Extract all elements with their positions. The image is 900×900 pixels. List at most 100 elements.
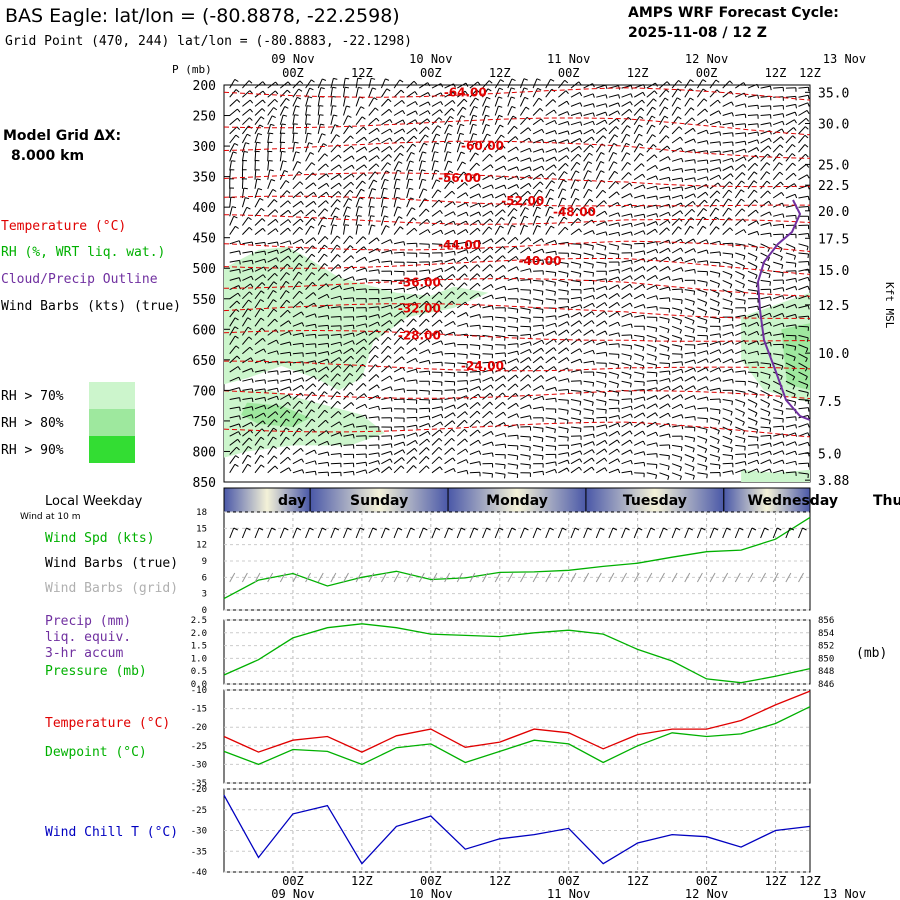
- wind-barb-flag: [246, 206, 251, 210]
- wind-barb-flag: [580, 369, 583, 374]
- wind-barb-flag: [412, 217, 417, 221]
- model-grid-value: 8.000 km: [11, 148, 84, 164]
- wind-barb: [305, 400, 313, 410]
- wind-barb: [709, 150, 721, 153]
- wind-barb: [507, 402, 517, 410]
- wind-barb-flag: [755, 154, 759, 159]
- wind-barb-flag: [693, 291, 696, 296]
- wind-barb-flag: [396, 178, 401, 181]
- wind-barb: [785, 270, 796, 272]
- wind-barb-flag: [668, 195, 671, 201]
- wind-barb: [431, 351, 442, 355]
- wind-barb-flag: [693, 376, 696, 381]
- wind-barb: [305, 105, 308, 116]
- wind-barb-flag: [345, 77, 350, 80]
- wind-barb: [469, 227, 478, 235]
- surface-wind-barb-flag: [473, 527, 479, 531]
- wind-barb-flag: [528, 183, 532, 187]
- wind-barb: [431, 309, 440, 318]
- wind-barb-flag: [592, 295, 595, 300]
- wind-barb-flag: [488, 226, 493, 230]
- wind-barb-flag: [250, 275, 254, 281]
- wind-barb-flag: [425, 456, 430, 460]
- wind-barb: [709, 89, 718, 98]
- isotherm-label: -60.00: [461, 139, 504, 153]
- wind-barb: [532, 78, 538, 89]
- wind-barb-flag: [512, 216, 517, 220]
- surface-wind-barb: [355, 527, 361, 539]
- wind-barb-flag: [807, 442, 810, 447]
- wind-barb: [431, 125, 439, 135]
- wind-barb-flag: [300, 447, 304, 452]
- wind-barb-flag: [449, 170, 454, 174]
- wind-barb: [570, 380, 582, 382]
- wind-barb-flag: [248, 227, 253, 231]
- wind-barb: [330, 471, 341, 474]
- wind-barb-flag: [389, 119, 393, 123]
- wind-barb-flag: [478, 193, 482, 198]
- wind-barb: [229, 151, 234, 162]
- wind-barb-flag: [792, 376, 796, 381]
- wind-barb-flag: [375, 117, 380, 122]
- wind-barb: [254, 420, 264, 428]
- y-tick-label: -15: [191, 705, 207, 715]
- wind-barb-flag: [592, 410, 594, 415]
- wind-barb: [292, 301, 301, 309]
- wind-barb-flag: [680, 257, 684, 262]
- wind-barb-flag: [400, 327, 405, 332]
- wind-barb: [494, 392, 504, 400]
- wind-barb-flag: [363, 246, 367, 251]
- wind-barb-flag: [554, 387, 557, 392]
- wind-barb: [722, 378, 733, 382]
- wind-barb: [798, 334, 809, 339]
- wind-barb: [343, 382, 351, 391]
- wind-barb: [785, 193, 796, 199]
- right-tick-label: 852: [818, 642, 834, 652]
- wind-barb: [279, 98, 287, 107]
- wind-barb-flag: [277, 361, 279, 366]
- wind-barb: [254, 388, 265, 391]
- wind-barb: [355, 172, 364, 181]
- wind-barb-flag: [554, 300, 557, 305]
- local-weekday-title: Local Weekday: [45, 494, 143, 509]
- wind-barb: [495, 472, 506, 475]
- wind-barb-flag: [716, 89, 721, 93]
- wind-barb: [747, 417, 758, 423]
- wind-barb: [621, 275, 631, 281]
- wind-barb: [570, 348, 580, 355]
- wind-barb-flag: [249, 99, 254, 104]
- wind-barb-flag: [541, 309, 544, 314]
- wind-barb-flag: [794, 432, 798, 437]
- wind-barb-flag: [313, 192, 317, 196]
- wind-barb: [343, 332, 354, 336]
- surface-wind-barb: [241, 527, 247, 539]
- wind-barb-flag: [376, 146, 380, 151]
- wind-barb-flag: [425, 309, 430, 313]
- pressure-tick-label: 350: [193, 171, 216, 186]
- wind-barb: [368, 206, 371, 217]
- wind-barb: [330, 382, 338, 391]
- wind-barb: [697, 444, 707, 450]
- surface-wind-barb: [595, 527, 601, 539]
- wind-barb: [267, 218, 276, 226]
- wind-barb-flag: [441, 406, 444, 411]
- wind-barb: [292, 311, 302, 318]
- wind-barb: [242, 437, 250, 446]
- wind-barb: [684, 316, 695, 322]
- grid-wind-barb: [760, 572, 767, 583]
- wind-barb: [343, 125, 350, 135]
- wind-barb-flag: [667, 266, 671, 271]
- wind-barb-flag: [562, 188, 567, 191]
- wind-barb: [444, 124, 450, 135]
- wind-barb-flag: [340, 296, 343, 301]
- wind-barb-flag: [274, 465, 279, 470]
- wind-barb-flag: [336, 199, 341, 203]
- wind-barb: [419, 284, 429, 291]
- surface-wind-barb: [229, 527, 235, 539]
- wind-barb-flag: [403, 434, 406, 439]
- wind-barb: [343, 215, 347, 226]
- grid-wind-barb: [734, 572, 741, 583]
- wind-barb-flag: [415, 369, 418, 374]
- wind-barb: [520, 435, 531, 438]
- wind-barb: [735, 229, 745, 236]
